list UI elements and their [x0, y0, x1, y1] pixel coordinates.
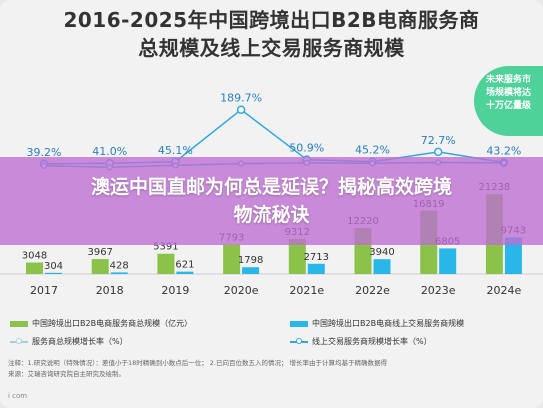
- growth-label-total-2018: 41.0%: [92, 145, 127, 158]
- bar-online-2022e: [373, 259, 391, 274]
- bar-label-total-2017: 3048: [22, 251, 47, 262]
- callout-line-1: 未来服务市: [486, 75, 532, 85]
- x-tick-label-2020e: 2020e: [224, 284, 259, 297]
- bar-label-online-2017: 304: [44, 261, 63, 272]
- headline-line-1: 澳运中国直邮为何总是延误？揭秘高效跨境: [90, 176, 452, 198]
- chart-title-line-2: 总规模及线上交易服务商规模: [138, 36, 405, 60]
- callout-line-2: 场规模将达: [486, 88, 532, 98]
- chart-legend: 中国跨境出口B2B电商服务商总规模（亿元） 中国跨境出口B2B电商线上交易服务商…: [0, 312, 543, 356]
- bar-label-online-2020e: 1798: [238, 255, 263, 266]
- bar-label-online-2019: 621: [175, 260, 194, 271]
- growth-label-total-2024e: 43.2%: [486, 144, 521, 157]
- bar-label-online-2022e: 3940: [369, 247, 394, 258]
- legend-label-online-growth: 线上交易服务商规模增长率（%）: [312, 337, 432, 346]
- bar-online-2017: [45, 272, 62, 274]
- chart-plot: 3048304201739674282018539162120197793179…: [0, 92, 543, 297]
- point-total-growth-2023e: [433, 147, 443, 157]
- legend-label-total: 中国跨境出口B2B电商服务商总规模（亿元）: [32, 319, 193, 328]
- footnote-line-1: 注释：1.研究说明（特殊情况）：差值小于18时精确到小数点后一位； 2.已向百位…: [8, 359, 388, 367]
- chart-footnote: 注释：1.研究说明（特殊情况）：差值小于18时精确到小数点后一位； 2.已向百位…: [8, 358, 538, 380]
- headline-line-2: 物流秘诀: [233, 204, 310, 226]
- legend-item-total-growth: 服务商总规模增长率（%）: [10, 336, 128, 347]
- bar-online-2021e: [307, 263, 325, 274]
- footnote-line-2: 来源：艾瑞咨询研究院自主研究及绘制。: [8, 370, 125, 378]
- legend-marker-total-growth: [10, 337, 28, 344]
- x-tick-label-2022e: 2022e: [355, 284, 390, 297]
- legend-label-online: 中国跨境出口B2B电商线上交易服务商规模: [312, 319, 465, 328]
- growth-label-total-2019: 45.1%: [158, 144, 193, 157]
- bar-online-2019: [176, 271, 194, 274]
- legend-swatch-online: [290, 320, 308, 327]
- legend-item-online: 中国跨境出口B2B电商线上交易服务商规模: [290, 318, 464, 329]
- bar-total-2017: [26, 262, 43, 274]
- growth-label-total-2020e: 189.7%: [220, 92, 262, 105]
- callout-line-3: 十万亿量级: [486, 101, 532, 111]
- bar-label-total-2018: 3967: [87, 247, 112, 258]
- x-tick-label-2023e: 2023e: [421, 284, 456, 297]
- x-tick-label-2019: 2019: [161, 284, 189, 297]
- legend-item-total: 中国跨境出口B2B电商服务商总规模（亿元）: [10, 318, 192, 329]
- bar-label-online-2018: 428: [110, 260, 129, 271]
- growth-label-total-2022e: 45.2%: [355, 144, 390, 157]
- bar-total-2018: [91, 259, 109, 274]
- forecast-callout: 未来服务市 场规模将达 十万亿量级: [474, 66, 543, 136]
- bar-online-2018: [110, 272, 128, 274]
- bar-online-2023e: [439, 248, 457, 274]
- chart-title-line-1: 2016-2025年中国跨境出口B2B电商服务商: [63, 8, 480, 32]
- bar-label-total-2019: 5391: [153, 242, 178, 253]
- x-tick-label-2021e: 2021e: [289, 284, 324, 297]
- bar-total-2021e: [288, 238, 306, 274]
- article-headline-banner[interactable]: 澳运中国直邮为何总是延误？揭秘高效跨境 物流秘诀: [0, 157, 543, 245]
- legend-label-total-growth: 服务商总规模增长率（%）: [32, 337, 128, 346]
- growth-label-total-2017: 39.2%: [27, 146, 62, 159]
- x-tick-label-2018: 2018: [96, 284, 124, 297]
- bar-online-2020e: [242, 267, 260, 274]
- growth-label-total-2023e: 72.7%: [421, 134, 456, 147]
- headline-text: 澳运中国直邮为何总是延误？揭秘高效跨境 物流秘诀: [32, 173, 512, 229]
- legend-swatch-total: [10, 320, 28, 327]
- legend-marker-online-growth: [290, 337, 308, 344]
- point-total-growth-2020e: [236, 105, 246, 114]
- bar-total-2020e: [223, 244, 241, 274]
- bar-label-online-2021e: 2713: [304, 252, 329, 263]
- x-tick-label-2024e: 2024e: [487, 284, 522, 297]
- x-tick-label-2017: 2017: [30, 284, 58, 297]
- chart-title: 2016-2025年中国跨境出口B2B电商服务商 总规模及线上交易服务商规模: [0, 6, 543, 62]
- legend-item-online-growth: 线上交易服务商规模增长率（%）: [290, 336, 432, 347]
- growth-label-total-2021e: 50.9%: [289, 142, 324, 155]
- bar-online-2024e: [504, 237, 522, 274]
- footer-brand: i com: [8, 392, 28, 400]
- bar-total-2019: [157, 253, 175, 274]
